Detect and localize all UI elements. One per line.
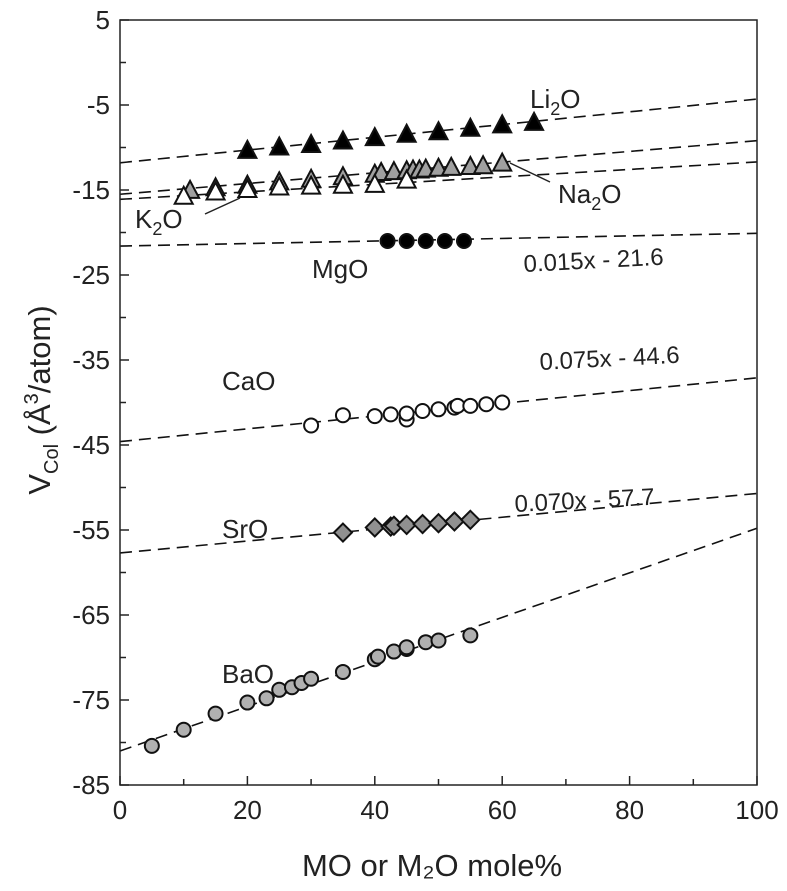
li2o-point — [236, 138, 259, 159]
bao-point — [369, 648, 386, 665]
cao-point — [494, 394, 511, 411]
sro-point — [459, 509, 481, 531]
y-tick-label: 5 — [96, 5, 110, 35]
mgo-label: MgO — [312, 254, 368, 284]
bao-point — [271, 681, 288, 698]
bao-point — [398, 639, 415, 656]
bao-point — [207, 705, 224, 722]
cao-point — [462, 397, 479, 414]
mgo-point — [379, 233, 396, 249]
bao-label: BaO — [222, 659, 274, 689]
li2o-point — [268, 135, 290, 156]
bao-point — [430, 632, 447, 649]
k2o-fit-line — [119, 161, 758, 201]
cao-point — [334, 407, 351, 424]
bao-fit-line — [119, 527, 758, 752]
na2o-label: Na2O — [558, 179, 622, 214]
cao-point — [366, 408, 383, 425]
sro-point — [396, 514, 418, 536]
li2o-point — [427, 120, 450, 141]
x-axis-title: MO or M₂O mole% — [302, 848, 562, 883]
bao-point — [143, 737, 160, 754]
cao-equation: 0.075x - 44.6 — [539, 342, 680, 376]
cao-label: CaO — [222, 366, 275, 396]
cao-point — [414, 403, 431, 419]
k2o-point — [204, 180, 227, 201]
y-tick-label: -15 — [72, 175, 110, 205]
na2o-fit-line — [119, 139, 758, 196]
li2o-point — [300, 132, 322, 153]
y-tick-label: -5 — [87, 90, 110, 120]
sro-point — [332, 522, 354, 543]
sro-point — [444, 511, 465, 532]
y-axis-title: VCol (Å3/atom) — [21, 305, 63, 494]
x-tick-label: 60 — [488, 795, 517, 825]
li2o-point — [491, 113, 513, 134]
cao-point — [303, 417, 320, 434]
na2o-point — [472, 154, 494, 175]
sro-equation: 0.070x - 57.7 — [514, 484, 655, 518]
li2o-fit-line — [119, 98, 758, 164]
k2o-leader-line — [204, 197, 241, 215]
na2o-point — [491, 151, 513, 172]
k2o-point — [300, 174, 322, 195]
li2o-point — [395, 122, 418, 143]
y-tick-label: -35 — [72, 345, 110, 375]
x-tick-label: 80 — [615, 795, 644, 825]
y-tick-label: -55 — [72, 515, 110, 545]
x-tick-label: 100 — [735, 795, 778, 825]
y-tick-label: -25 — [72, 260, 110, 290]
cao-point — [382, 406, 399, 423]
mgo-point — [398, 233, 415, 249]
li2o-label: Li2O — [530, 84, 581, 119]
li2o-point — [332, 129, 354, 150]
cao-point — [398, 405, 415, 422]
x-tick-label: 20 — [233, 795, 262, 825]
sro-point — [428, 512, 449, 534]
y-tick-label: -75 — [72, 685, 110, 715]
mgo-point — [455, 233, 472, 249]
na2o-leader-line — [509, 162, 551, 183]
cao-point — [430, 401, 447, 418]
k2o-point — [236, 177, 259, 198]
k2o-point — [173, 184, 195, 205]
bao-point — [417, 634, 434, 651]
sro-label: SrO — [222, 514, 268, 544]
k2o-point — [332, 173, 354, 194]
k2o-point — [268, 175, 290, 196]
li2o-point — [459, 116, 482, 137]
bao-point — [239, 694, 256, 711]
sro-point — [412, 513, 433, 535]
x-tick-label: 0 — [113, 795, 127, 825]
y-tick-label: -45 — [72, 430, 110, 460]
k2o-label: K2O — [135, 204, 183, 239]
li2o-point — [523, 110, 545, 131]
bao-point — [258, 690, 275, 707]
bao-point — [303, 670, 320, 687]
bao-point — [462, 627, 479, 644]
cao-point — [478, 396, 495, 413]
k2o-point — [364, 172, 386, 193]
k2o-point — [395, 168, 418, 189]
mgo-point — [436, 233, 453, 249]
y-tick-label: -65 — [72, 600, 110, 630]
na2o-point — [440, 155, 462, 176]
mgo-fit-line — [119, 232, 758, 247]
y-tick-label: -85 — [72, 770, 110, 800]
bao-point — [334, 663, 351, 680]
cao-fit-line — [119, 377, 758, 443]
mgo-equation: 0.015x - 21.6 — [523, 244, 664, 278]
bao-point — [175, 721, 192, 738]
li2o-point — [364, 126, 386, 147]
sro-point — [364, 517, 386, 538]
x-tick-label: 40 — [360, 795, 389, 825]
mgo-point — [417, 233, 434, 249]
sro-fit-line — [119, 492, 758, 554]
